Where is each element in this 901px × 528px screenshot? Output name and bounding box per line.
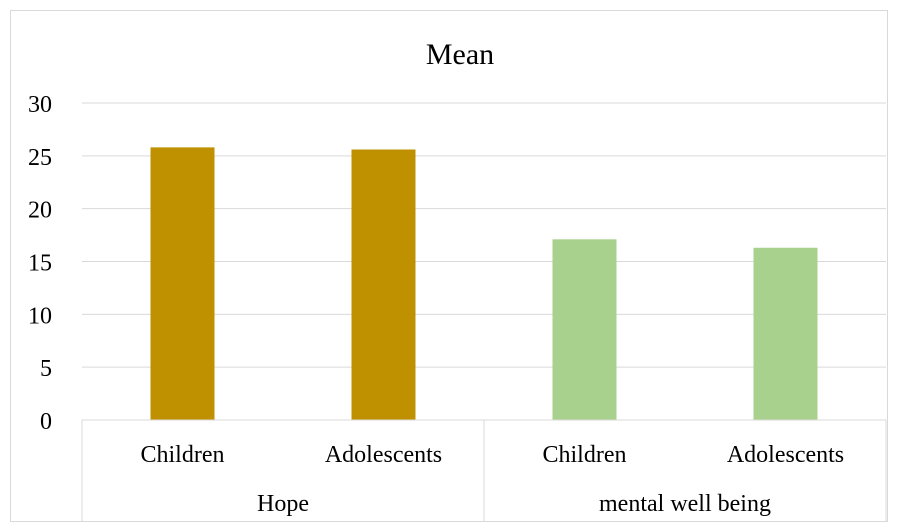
x-axis: [81, 419, 887, 522]
bars: [150, 147, 818, 420]
x-group-label: mental well being: [599, 491, 771, 517]
y-axis-tick-labels: 0 5 10 15 20 25 30: [28, 92, 52, 435]
x-category-label: Adolescents: [325, 442, 442, 468]
x-category-label: Children: [543, 442, 627, 468]
y-tick-label: 5: [40, 356, 52, 382]
y-tick-label: 30: [28, 92, 52, 118]
y-tick-label: 0: [40, 409, 52, 435]
y-tick-label: 10: [28, 303, 52, 329]
bar-0-1: [351, 149, 416, 420]
bar-0-0: [150, 147, 215, 420]
y-tick-label: 25: [28, 145, 52, 171]
bar-1-1: [753, 247, 818, 420]
chart-title: Mean: [426, 38, 494, 71]
x-group-label: Hope: [257, 491, 309, 517]
y-tick-label: 20: [28, 198, 52, 224]
x-category-label: Adolescents: [727, 442, 844, 468]
y-tick-label: 15: [28, 251, 52, 277]
x-category-label: Children: [141, 442, 225, 468]
bar-1-0: [552, 239, 617, 420]
x-axis-labels: Children Adolescents Hope Children Adolescen…: [141, 442, 845, 517]
gridlines: [82, 102, 886, 368]
